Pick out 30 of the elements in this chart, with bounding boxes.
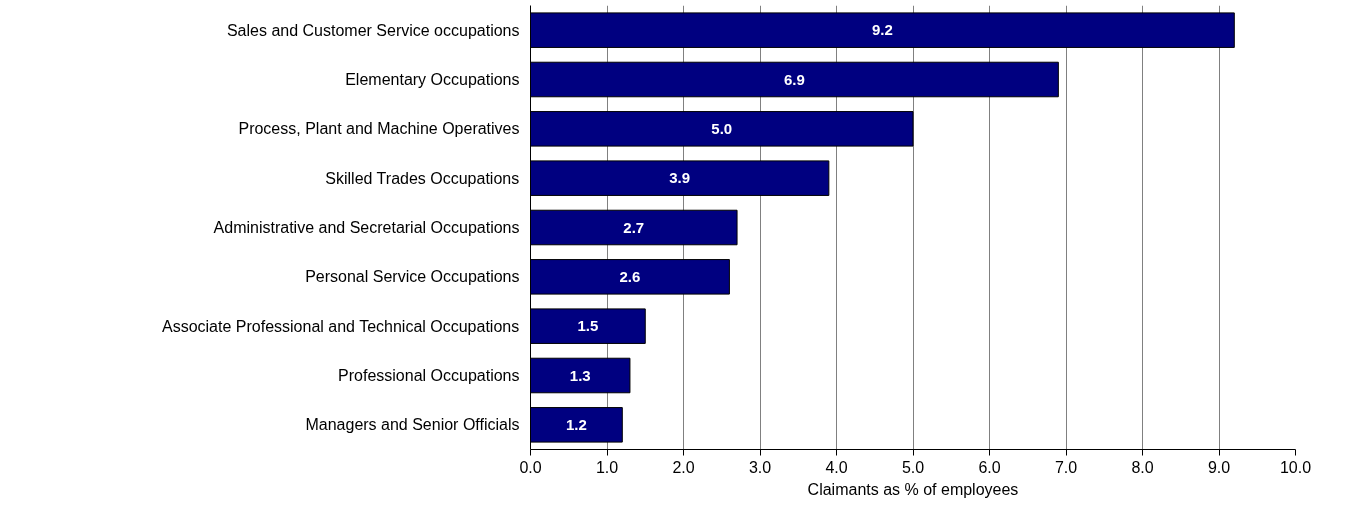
- y-tick-label: Process, Plant and Machine Operatives: [238, 120, 520, 138]
- y-tick-label: Managers and Senior Officials: [305, 416, 520, 434]
- data-label: 2.7: [623, 218, 645, 236]
- data-label: 1.2: [565, 415, 587, 433]
- data-label: 2.6: [619, 267, 641, 285]
- x-tick-label: 1.0: [595, 458, 619, 476]
- x-axis-title: Claimants as % of employees: [807, 480, 1019, 498]
- data-label: 6.9: [784, 70, 805, 88]
- y-tick-label: Personal Service Occupations: [305, 268, 520, 286]
- x-tick-label: 3.0: [748, 458, 772, 476]
- y-tick-label: Administrative and Secretarial Occupations: [213, 219, 520, 236]
- data-label: 5.0: [711, 119, 733, 137]
- x-tick-label: 4.0: [825, 458, 848, 476]
- data-label: 1.3: [569, 366, 591, 384]
- x-tick-label: 7.0: [1054, 458, 1078, 476]
- y-tick-label: Sales and Customer Service occupations: [226, 21, 520, 39]
- x-tick-label: 9.0: [1207, 458, 1231, 476]
- data-label: 1.5: [577, 317, 599, 335]
- x-tick-label: 5.0: [901, 458, 925, 476]
- x-tick-label: 10.0: [1279, 458, 1312, 476]
- y-tick-label: Elementary Occupations: [345, 71, 520, 88]
- x-tick-label: 0.0: [519, 458, 542, 476]
- y-tick-label: Associate Professional and Technical Occupations: [161, 317, 520, 335]
- x-tick-label: 6.0: [978, 458, 1001, 476]
- x-tick-label: 2.0: [672, 458, 695, 476]
- y-tick-label: Professional Occupations: [338, 367, 520, 384]
- data-label: 9.2: [871, 21, 893, 39]
- y-tick-label: Skilled Trades Occupations: [325, 169, 520, 187]
- x-tick-label: 8.0: [1131, 458, 1154, 476]
- data-label: 3.9: [669, 169, 691, 187]
